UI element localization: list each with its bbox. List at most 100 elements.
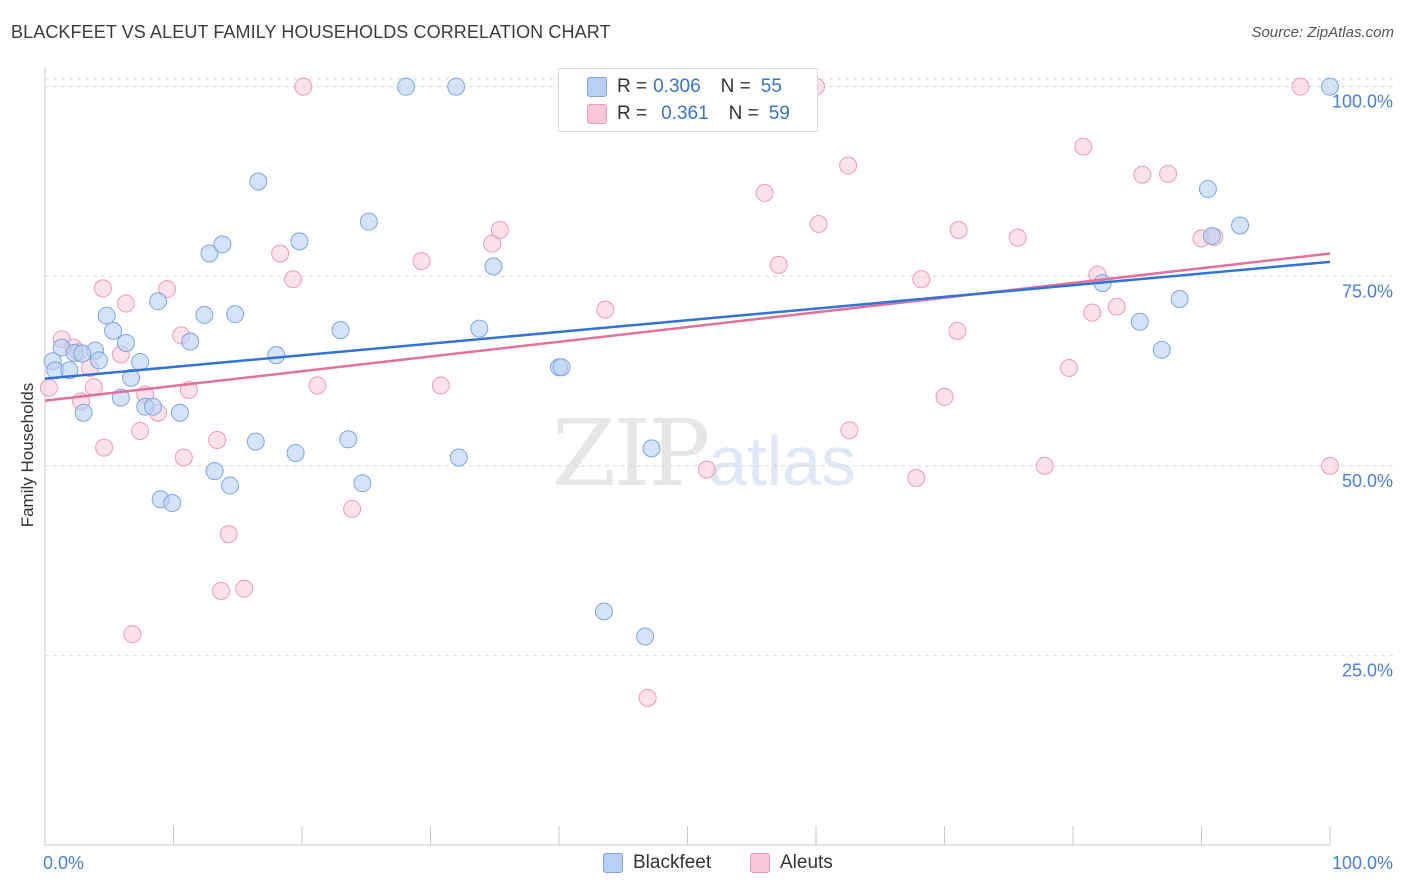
y-tick-labels: 25.0% 50.0% 75.0% 100.0% [1332, 92, 1393, 681]
data-point-aleuts [839, 156, 858, 175]
data-point-aleuts [912, 270, 931, 289]
data-point-aleuts [840, 421, 859, 440]
data-point-blackfeet [1198, 180, 1217, 199]
trend-line-aleuts [44, 252, 1331, 402]
x-tick-label: 0.0% [43, 853, 84, 873]
data-point-blackfeet [60, 361, 79, 380]
data-point-blackfeet [286, 443, 305, 462]
legend-row-blackfeet: R = 0.306 N = 55 [587, 75, 782, 99]
n-value: 55 [760, 76, 782, 97]
x-tick-labels: 0.0% 100.0% [43, 853, 1393, 873]
blackfeet-points [43, 77, 1339, 646]
data-point-blackfeet [97, 306, 116, 325]
data-point-aleuts [235, 579, 254, 598]
legend-label-aleuts: Aleuts [780, 852, 833, 873]
data-point-aleuts [1083, 303, 1102, 322]
y-tick-label: 75.0% [1342, 281, 1393, 301]
data-point-aleuts [809, 214, 828, 233]
data-point-blackfeet [143, 397, 162, 416]
data-point-aleuts [39, 378, 58, 397]
data-point-blackfeet [353, 474, 372, 493]
data-point-aleuts [212, 581, 231, 600]
data-point-blackfeet [1152, 340, 1171, 359]
data-point-blackfeet [449, 448, 468, 467]
data-point-blackfeet [213, 235, 232, 254]
legend-item-aleuts[interactable]: Aleuts [750, 852, 833, 874]
data-point-blackfeet [226, 305, 245, 324]
r-value: 0.361 [661, 103, 709, 124]
data-point-aleuts [1107, 297, 1126, 316]
data-point-aleuts [208, 431, 227, 450]
data-point-blackfeet [642, 439, 661, 458]
data-point-aleuts [1159, 164, 1178, 183]
data-point-aleuts [431, 376, 450, 395]
data-point-blackfeet [195, 305, 214, 324]
blackfeet-swatch [603, 853, 623, 873]
data-point-blackfeet [181, 332, 200, 351]
data-point-blackfeet [116, 333, 135, 352]
y-tick-label: 50.0% [1342, 471, 1393, 491]
data-point-aleuts [1133, 165, 1152, 184]
stats-legend: R = 0.306 N = 55 R = 0.361 N = 59 [558, 68, 818, 132]
data-point-blackfeet [249, 172, 268, 191]
data-point-blackfeet [104, 321, 123, 340]
r-value: 0.306 [653, 76, 701, 97]
data-point-blackfeet [170, 403, 189, 422]
data-point-blackfeet [470, 319, 489, 338]
legend-label-blackfeet: Blackfeet [633, 852, 712, 873]
n-label: N = [720, 76, 751, 97]
grid-lines [45, 78, 1394, 656]
data-point-blackfeet [552, 358, 571, 377]
data-point-aleuts [308, 376, 327, 395]
data-point-aleuts [1060, 359, 1079, 378]
data-point-blackfeet [246, 432, 265, 451]
data-point-blackfeet [74, 403, 93, 422]
data-point-aleuts [219, 525, 238, 544]
legend-row-aleuts: R = 0.361 N = 59 [587, 102, 790, 126]
data-point-aleuts [490, 221, 509, 240]
data-point-blackfeet [1170, 290, 1189, 309]
blackfeet-swatch [587, 77, 607, 97]
n-value: 59 [768, 103, 790, 124]
data-point-blackfeet [359, 212, 378, 231]
data-point-blackfeet [1321, 77, 1339, 96]
data-point-aleuts [755, 183, 774, 202]
trend-line-blackfeet [44, 260, 1331, 380]
data-point-blackfeet [331, 321, 350, 340]
x-tick-label: 100.0% [1332, 853, 1393, 873]
data-point-blackfeet [397, 77, 416, 96]
data-point-blackfeet [200, 244, 219, 263]
watermark-zip: ZIP [552, 400, 710, 507]
data-point-aleuts [294, 77, 313, 96]
data-point-blackfeet [205, 462, 224, 481]
y-tick-label: 100.0% [1332, 92, 1393, 112]
data-point-aleuts [95, 438, 114, 457]
aleuts-swatch [587, 104, 607, 124]
data-point-blackfeet [1130, 312, 1149, 331]
data-point-blackfeet [1231, 216, 1250, 235]
data-point-blackfeet [636, 627, 655, 646]
axes [44, 67, 1331, 846]
data-point-aleuts [116, 294, 135, 313]
data-point-aleuts [1035, 456, 1054, 475]
data-point-aleuts [948, 321, 967, 340]
data-point-aleuts [93, 279, 112, 298]
data-point-aleuts [907, 468, 926, 487]
data-point-blackfeet [447, 77, 466, 96]
data-point-aleuts [412, 252, 431, 271]
data-point-aleuts [343, 500, 362, 519]
data-point-aleuts [131, 421, 150, 440]
legend-item-blackfeet[interactable]: Blackfeet [603, 852, 711, 874]
data-point-blackfeet [484, 257, 503, 276]
data-point-aleuts [638, 688, 657, 707]
data-point-aleuts [483, 234, 502, 253]
series-legend: Blackfeet Aleuts [0, 852, 1406, 878]
data-point-aleuts [769, 255, 788, 274]
data-point-blackfeet [1202, 227, 1221, 246]
data-point-aleuts [935, 387, 954, 406]
n-label: N = [728, 103, 759, 124]
data-point-blackfeet [290, 232, 309, 251]
source-label[interactable]: Source: ZipAtlas.com [1251, 24, 1394, 41]
data-point-aleuts [174, 448, 193, 467]
